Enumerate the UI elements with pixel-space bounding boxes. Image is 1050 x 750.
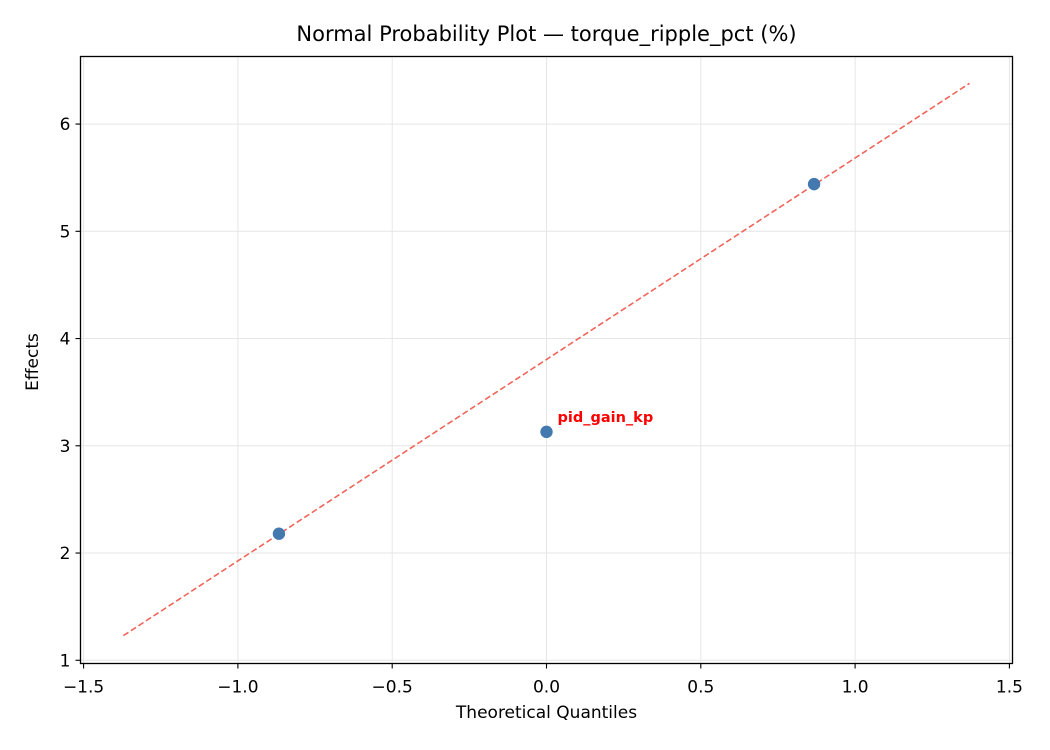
- y-axis-label: Effects: [23, 333, 43, 391]
- reference-line: [122, 82, 971, 637]
- y-tick-label: 4: [60, 330, 71, 350]
- data-points: [272, 177, 821, 540]
- x-tick-label: −1.5: [63, 678, 104, 698]
- y-axis-ticks: 1 2 3 4 5 6: [60, 115, 81, 671]
- y-tick-label: 2: [60, 544, 71, 564]
- x-axis-ticks: −1.5 −1.0 −0.5 0.0 0.5 1.0 1.5: [63, 663, 1023, 698]
- y-tick-label: 5: [60, 222, 71, 242]
- x-tick-label: −1.0: [217, 678, 258, 698]
- point-annotation-label: pid_gain_kp: [558, 410, 654, 426]
- reference-line-segment: [122, 82, 971, 637]
- data-point: [272, 527, 286, 540]
- x-tick-label: 1.0: [842, 678, 869, 698]
- x-tick-label: 0.5: [687, 678, 714, 698]
- data-point: [807, 177, 821, 191]
- y-tick-label: 1: [60, 651, 71, 671]
- grid-lines: [80, 56, 1013, 664]
- y-tick-label: 6: [60, 115, 71, 135]
- x-axis-label: Theoretical Quantiles: [455, 703, 638, 723]
- point-annotations: pid_gain_kp: [558, 410, 654, 426]
- x-tick-label: 0.0: [533, 678, 560, 698]
- x-tick-label: 1.5: [996, 678, 1023, 698]
- x-tick-label: −0.5: [372, 678, 413, 698]
- chart-title: Normal Probability Plot — torque_ripple_…: [296, 22, 797, 46]
- y-tick-label: 3: [60, 437, 71, 457]
- data-point: [540, 425, 553, 439]
